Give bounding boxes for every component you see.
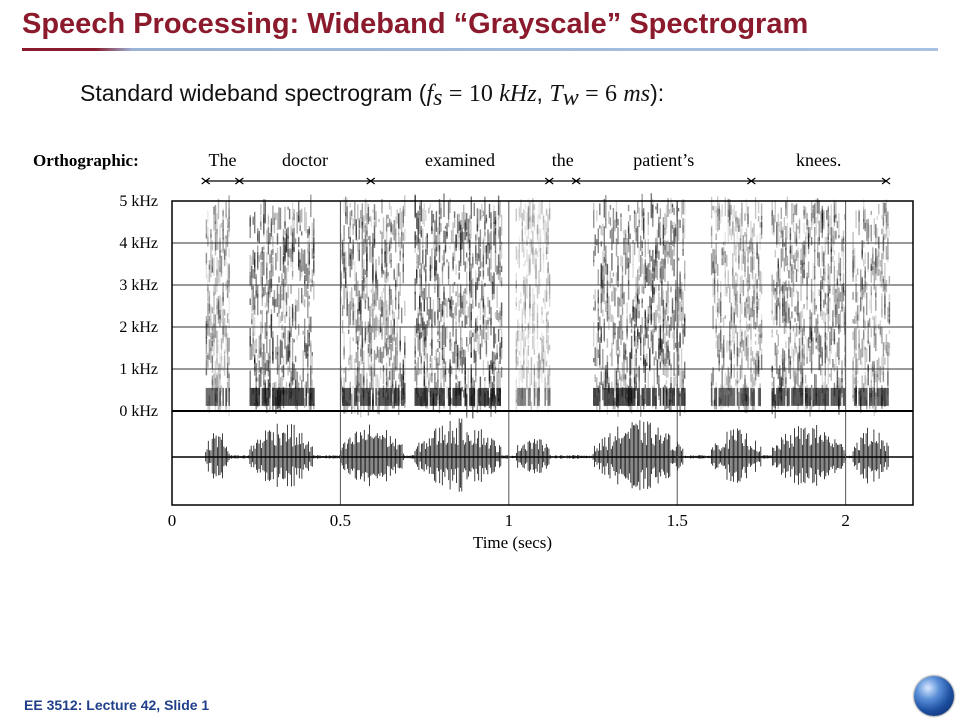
- word-boundary-marker: [201, 177, 211, 185]
- x-tick-label: 0.5: [330, 511, 351, 530]
- footer-text: EE 3512: Lecture 42, Slide 1: [24, 697, 210, 713]
- word-boundary-marker: [544, 177, 554, 185]
- fs-unit: kHz: [499, 81, 537, 107]
- word-boundary-marker: [881, 177, 891, 185]
- tw-equals: =: [585, 81, 599, 107]
- fs-equals: =: [448, 81, 463, 107]
- axis-labels: 0 kHz 1 kHz 2 kHz 3 kHz 4 kHz 5 kHz 0 0.5 1 1.5 2 T…: [119, 193, 850, 552]
- word-boundary-marker: [235, 177, 244, 185]
- title-rule: [22, 48, 938, 51]
- word-label: knees.: [796, 150, 841, 170]
- word-boundary-marker: [571, 177, 581, 185]
- spectrogram-image: [205, 193, 891, 419]
- y-tick-label: 0 kHz: [119, 403, 158, 420]
- waveform: [172, 418, 913, 492]
- globe-logo-icon: [914, 676, 954, 716]
- fs-symbol: f: [426, 81, 434, 107]
- word-boundary-marker: [746, 177, 756, 185]
- orthographic-label: Orthographic:: [33, 151, 139, 170]
- y-tick-label: 3 kHz: [119, 277, 158, 294]
- y-tick-label: 4 kHz: [119, 235, 158, 252]
- tw-value: 6: [605, 81, 618, 107]
- word-label: the: [552, 150, 574, 170]
- x-tick-label: 1: [505, 511, 514, 530]
- tw-subscript: w: [562, 85, 579, 111]
- orthographic-tier: Orthographic: The doctor examined the patient…: [33, 150, 891, 185]
- grid: [172, 201, 913, 505]
- x-tick-label: 1.5: [667, 511, 688, 530]
- fs-value: 10: [468, 81, 493, 107]
- x-tick-label: 0: [168, 511, 177, 530]
- x-axis-label: Time (secs): [473, 533, 552, 552]
- y-tick-label: 1 kHz: [119, 361, 158, 378]
- word-label: doctor: [282, 150, 328, 170]
- subtitle-suffix: ):: [650, 80, 665, 106]
- y-tick-label: 2 kHz: [119, 319, 158, 336]
- tw-unit: ms: [623, 81, 651, 107]
- y-tick-label: 5 kHz: [119, 193, 158, 210]
- word-boundary-marker: [366, 177, 376, 185]
- subtitle: Standard wideband spectrogram (fs = 10 k…: [80, 80, 664, 112]
- tw-symbol: T: [549, 81, 563, 107]
- plot-border: [171, 200, 914, 506]
- word-label: examined: [425, 150, 495, 170]
- slide-title: Speech Processing: Wideband “Grayscale” …: [22, 8, 809, 40]
- word-label: The: [209, 150, 237, 170]
- subtitle-prefix: Standard wideband spectrogram (: [80, 80, 427, 106]
- x-tick-label: 2: [841, 511, 850, 530]
- param-comma: ,: [536, 80, 543, 106]
- plot-frame: [171, 200, 914, 506]
- word-label: patient’s: [633, 150, 694, 170]
- fs-subscript: s: [433, 85, 443, 111]
